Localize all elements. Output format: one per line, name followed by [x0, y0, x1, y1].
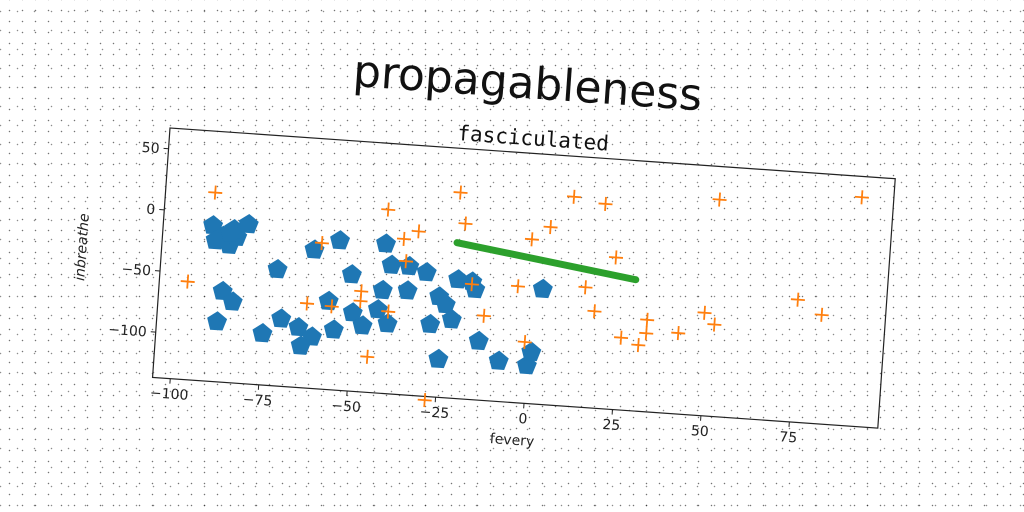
- plus-point: [707, 317, 722, 332]
- plus-point: [458, 216, 473, 231]
- pentagon-point: [416, 261, 437, 281]
- pentagon-point: [323, 319, 344, 339]
- plus-point: [609, 250, 624, 265]
- pentagon-point: [428, 348, 449, 368]
- pentagon-point: [375, 233, 396, 253]
- pentagon-point: [399, 255, 420, 275]
- x-tick-label: 0: [518, 411, 528, 428]
- pentagon-point: [206, 311, 227, 331]
- pentagon-point: [468, 330, 489, 350]
- y-axis-label: inbreathe: [72, 213, 93, 282]
- pentagon-point: [252, 322, 273, 342]
- x-tick-label: −50: [331, 398, 362, 416]
- x-tick-label: 50: [690, 423, 709, 440]
- trend-line: [455, 243, 637, 280]
- plus-point: [511, 279, 526, 294]
- plus-point: [671, 326, 686, 341]
- x-tick-label: −75: [242, 392, 273, 410]
- plus-point: [790, 292, 805, 307]
- y-ticks: 50 0 −50 −100: [108, 138, 169, 341]
- y-tick-label: 0: [146, 202, 156, 219]
- plus-point: [697, 305, 712, 320]
- plus-point: [397, 231, 412, 246]
- plus-point: [814, 307, 829, 322]
- pentagon-point: [488, 350, 509, 370]
- pentagon-point: [341, 263, 362, 283]
- x-ticks: −100 −75 −50 −25 0 25 50 75: [149, 377, 798, 446]
- plus-point: [360, 349, 375, 364]
- pentagon-point: [372, 279, 393, 299]
- plus-point: [543, 220, 558, 235]
- plus-point: [587, 304, 602, 319]
- plus-point: [578, 280, 593, 295]
- plus-point: [453, 185, 468, 200]
- y-tick-label: −50: [121, 261, 152, 279]
- pentagon-point: [419, 313, 440, 333]
- pentagon-point: [267, 258, 288, 278]
- pentagon-point: [397, 280, 418, 300]
- plot-frame: [153, 128, 896, 428]
- x-tick-label: 75: [779, 429, 798, 446]
- data-layer: [173, 143, 869, 437]
- y-tick-label: 50: [141, 140, 160, 157]
- plus-point: [411, 224, 426, 239]
- plus-point: [476, 308, 491, 323]
- plus-point: [854, 190, 869, 205]
- y-tick-label: −100: [108, 322, 147, 341]
- plus-point: [524, 232, 539, 247]
- plus-point: [567, 189, 582, 204]
- x-tick-label: 25: [602, 417, 621, 434]
- chart-title: fasciculated: [457, 121, 610, 156]
- plus-point: [598, 196, 613, 211]
- plot-area: −100 −75 −50 −25 0 25 50 75 50 0 −50 −100 fascicul…: [63, 95, 898, 474]
- x-axis-label: fevery: [489, 431, 534, 450]
- pentagon-point: [329, 229, 350, 249]
- x-tick-label: −100: [149, 385, 188, 404]
- plus-point: [300, 296, 315, 311]
- plus-point: [640, 312, 655, 327]
- pentagon-point: [270, 308, 291, 328]
- plus-point: [354, 284, 369, 299]
- plus-point: [614, 330, 629, 345]
- pentagon-point: [381, 254, 402, 274]
- pentagon-point: [532, 278, 553, 298]
- plus-point: [631, 338, 646, 353]
- x-tick-label: −25: [419, 404, 450, 422]
- plus-point: [381, 202, 396, 217]
- plus-point: [712, 192, 727, 207]
- plus-point: [180, 274, 195, 289]
- plus-point: [208, 185, 223, 200]
- plus-point: [639, 326, 654, 341]
